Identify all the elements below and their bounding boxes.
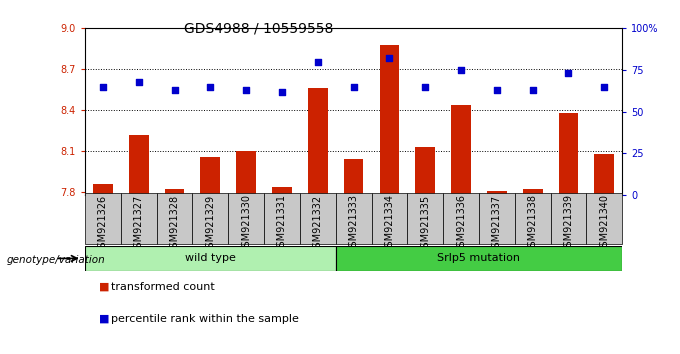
Point	[312, 59, 323, 64]
Point	[169, 87, 180, 93]
Point	[420, 84, 430, 89]
FancyBboxPatch shape	[264, 193, 300, 244]
Point	[277, 89, 288, 95]
FancyBboxPatch shape	[551, 193, 586, 244]
Bar	[452, 105, 471, 195]
Text: GSM921328: GSM921328	[169, 194, 180, 253]
Text: GSM921338: GSM921338	[528, 194, 538, 253]
Bar	[523, 189, 543, 195]
Text: percentile rank within the sample: percentile rank within the sample	[111, 314, 299, 324]
Text: GSM921333: GSM921333	[349, 194, 358, 253]
Text: transformed count: transformed count	[111, 282, 215, 292]
Bar	[344, 159, 363, 195]
FancyBboxPatch shape	[407, 193, 443, 244]
Text: GSM921326: GSM921326	[98, 194, 108, 253]
Point	[527, 87, 538, 93]
Text: GSM921331: GSM921331	[277, 194, 287, 253]
Point	[384, 56, 395, 61]
Bar	[308, 88, 328, 195]
Point	[456, 67, 466, 73]
Bar	[272, 187, 292, 195]
Text: GSM921335: GSM921335	[420, 194, 430, 253]
Bar	[93, 184, 113, 195]
FancyBboxPatch shape	[336, 193, 371, 244]
FancyBboxPatch shape	[121, 193, 156, 244]
Text: ■: ■	[99, 282, 109, 292]
Text: Srlp5 mutation: Srlp5 mutation	[437, 253, 520, 263]
Bar	[85, 246, 336, 271]
Text: genotype/variation: genotype/variation	[7, 255, 105, 265]
FancyBboxPatch shape	[300, 193, 336, 244]
Point	[563, 70, 574, 76]
Text: GDS4988 / 10559558: GDS4988 / 10559558	[184, 21, 333, 35]
Point	[348, 84, 359, 89]
FancyBboxPatch shape	[371, 193, 407, 244]
Text: GSM921336: GSM921336	[456, 194, 466, 253]
FancyBboxPatch shape	[85, 193, 121, 244]
Text: ■: ■	[99, 314, 109, 324]
Point	[133, 79, 144, 84]
Point	[205, 84, 216, 89]
Text: GSM921334: GSM921334	[384, 194, 394, 253]
Text: wild type: wild type	[185, 253, 236, 263]
FancyBboxPatch shape	[515, 193, 551, 244]
FancyBboxPatch shape	[443, 193, 479, 244]
Bar	[559, 113, 578, 195]
FancyBboxPatch shape	[156, 193, 192, 244]
FancyBboxPatch shape	[228, 193, 264, 244]
FancyBboxPatch shape	[479, 193, 515, 244]
Text: GSM921340: GSM921340	[599, 194, 609, 253]
Text: GSM921330: GSM921330	[241, 194, 251, 253]
Bar	[336, 246, 622, 271]
Bar	[237, 151, 256, 195]
Text: GSM921329: GSM921329	[205, 194, 216, 253]
Point	[492, 87, 503, 93]
Point	[599, 84, 610, 89]
Bar	[129, 135, 148, 195]
Text: GSM921339: GSM921339	[564, 194, 573, 253]
Bar	[165, 189, 184, 195]
Bar	[201, 156, 220, 195]
Point	[97, 84, 108, 89]
Bar	[487, 190, 507, 195]
Bar	[379, 45, 399, 195]
Bar	[594, 154, 614, 195]
FancyBboxPatch shape	[586, 193, 622, 244]
Point	[241, 87, 252, 93]
FancyBboxPatch shape	[192, 193, 228, 244]
Text: GSM921327: GSM921327	[134, 194, 143, 254]
Bar	[415, 147, 435, 195]
Text: GSM921337: GSM921337	[492, 194, 502, 253]
Text: GSM921332: GSM921332	[313, 194, 323, 253]
